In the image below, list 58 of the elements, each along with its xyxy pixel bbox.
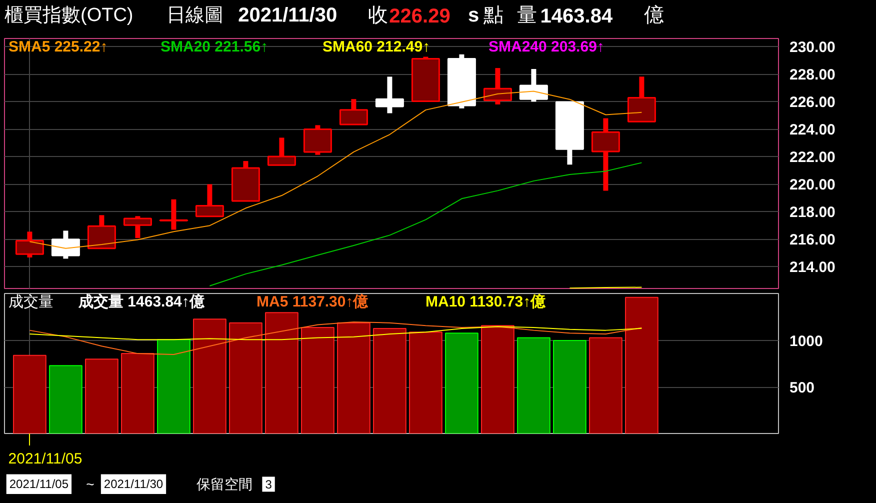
text: 量 [517, 4, 538, 26]
y-tick-label: 228.00 [790, 66, 836, 84]
text: SMA60 212.49↑ [322, 38, 430, 56]
y-tick-label: 216.00 [790, 232, 836, 249]
candlestick [123, 216, 152, 238]
chart-title: 櫃買指數(OTC) [4, 5, 134, 26]
y-tick-label: 1000 [790, 333, 823, 350]
text: SMA20 221.56↑ [160, 38, 268, 56]
candlestick [159, 199, 188, 230]
line-series [29, 326, 642, 340]
y-tick-label: 500 [790, 380, 815, 397]
bar [337, 322, 370, 434]
bar [49, 365, 82, 434]
y-tick-label: 224.00 [790, 122, 836, 139]
text: SMA5 225.22↑ [8, 38, 108, 56]
line-series [29, 321, 642, 355]
text: 億 [644, 4, 664, 26]
y-tick-label: 222.00 [790, 149, 836, 166]
text: 2021/11/05 [9, 477, 69, 492]
y-tick-label: 226.00 [790, 94, 836, 112]
y-tick-label: 230.00 [790, 39, 836, 56]
bar [481, 325, 514, 434]
legend-title: 成交量 [8, 294, 54, 310]
text: 226.29 [389, 6, 450, 28]
bar [121, 353, 154, 434]
candlestick [375, 76, 404, 114]
series-label: MA5 1137.30↑億 [256, 294, 370, 310]
y-tick-label: 218.00 [790, 204, 836, 222]
bar [517, 337, 550, 434]
bar [301, 327, 334, 434]
bar [589, 337, 622, 434]
text: ~ [86, 476, 94, 492]
text: s [468, 4, 480, 26]
series-label: MA10 1130.73↑億 [426, 294, 547, 310]
line-series [209, 162, 642, 286]
text: 保留空間 [196, 476, 252, 492]
text: 2021/11/30 [104, 477, 164, 492]
legend-label: SMA240 203.69↑ [488, 38, 604, 56]
bar [373, 328, 406, 434]
y-tick-label: 214.00 [790, 259, 836, 276]
bar [13, 354, 46, 434]
bar [625, 296, 658, 434]
text: 2021/11/30 [238, 4, 338, 26]
bar [553, 340, 586, 434]
text: 點 [482, 4, 504, 26]
bar [157, 339, 190, 434]
chart-subtitle: 日線圖 [166, 5, 224, 26]
y-tick-label: 220.00 [790, 176, 836, 194]
bar [229, 322, 262, 434]
bar [193, 318, 226, 434]
text: 收 [368, 4, 388, 26]
bar [445, 332, 478, 434]
text: 1463.84 [540, 6, 614, 28]
bar [409, 332, 442, 434]
bar [85, 358, 118, 434]
bar [265, 312, 298, 434]
text: 3 [265, 478, 272, 492]
series-label: 成交量 1463.84↑億 [78, 292, 206, 310]
